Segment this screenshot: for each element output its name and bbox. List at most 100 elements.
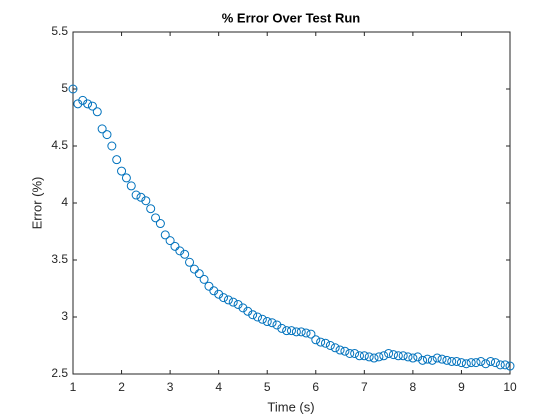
- point: [369, 353, 379, 363]
- point: [403, 352, 413, 362]
- point: [175, 246, 185, 256]
- x-tick-label: 8: [410, 380, 417, 394]
- point: [282, 326, 292, 336]
- point: [117, 166, 127, 176]
- point: [189, 264, 199, 274]
- point: [267, 318, 277, 328]
- y-tick-label: 4: [61, 195, 68, 209]
- point: [364, 352, 374, 362]
- y-axis-label: Error (%): [29, 177, 44, 230]
- point: [413, 352, 423, 362]
- x-tick-label: 3: [167, 380, 174, 394]
- chart-title: % Error Over Test Run: [222, 10, 361, 25]
- point: [214, 289, 224, 299]
- point: [185, 257, 195, 267]
- point: [481, 359, 491, 369]
- point: [320, 338, 330, 348]
- point: [262, 317, 272, 327]
- point: [243, 306, 253, 316]
- point: [141, 196, 151, 206]
- point: [408, 353, 418, 363]
- point: [437, 354, 447, 364]
- point: [427, 355, 437, 365]
- point: [73, 99, 83, 109]
- point: [248, 310, 258, 320]
- point: [272, 320, 282, 330]
- point: [219, 293, 229, 303]
- point: [495, 360, 505, 370]
- point: [447, 356, 457, 366]
- point: [121, 173, 131, 183]
- point: [131, 190, 141, 200]
- x-tick-label: 5: [264, 380, 271, 394]
- y-tick-label: 4.5: [51, 138, 68, 152]
- point: [311, 335, 321, 345]
- point: [253, 312, 263, 322]
- point: [330, 343, 340, 353]
- point: [350, 348, 360, 358]
- axes-box: [72, 31, 511, 375]
- point: [335, 345, 345, 355]
- point: [379, 351, 389, 361]
- point: [471, 358, 481, 368]
- point: [301, 328, 311, 338]
- y-tick-label: 5: [61, 81, 68, 95]
- point: [238, 303, 248, 313]
- point: [442, 355, 452, 365]
- point: [452, 356, 462, 366]
- point: [155, 219, 165, 229]
- y-tick-label: 3.5: [51, 252, 68, 266]
- point: [92, 107, 102, 117]
- point: [384, 348, 394, 358]
- y-tick-label: 5.5: [51, 24, 68, 38]
- point: [165, 236, 175, 246]
- point: [466, 358, 476, 368]
- point: [78, 95, 88, 105]
- point: [398, 351, 408, 361]
- point: [345, 348, 355, 358]
- x-tick-label: 6: [312, 380, 319, 394]
- point: [486, 356, 496, 366]
- point: [340, 346, 350, 356]
- point: [257, 314, 267, 324]
- point: [422, 354, 432, 364]
- point: [97, 124, 107, 134]
- point: [223, 295, 233, 305]
- point: [505, 361, 515, 371]
- point: [418, 355, 428, 365]
- point: [233, 299, 243, 309]
- x-tick-label: 10: [503, 380, 517, 394]
- point: [277, 323, 287, 333]
- point: [83, 99, 93, 109]
- x-tick-label: 2: [118, 380, 125, 394]
- point: [287, 326, 296, 336]
- point: [112, 155, 122, 165]
- x-tick-label: 4: [215, 380, 222, 394]
- point: [432, 353, 442, 363]
- x-axis-label: Time (s): [267, 399, 314, 414]
- point: [388, 350, 398, 360]
- point: [194, 269, 204, 279]
- point: [296, 327, 306, 337]
- point: [170, 241, 180, 251]
- point: [107, 141, 117, 151]
- point: [160, 230, 170, 240]
- x-tick-label: 9: [458, 380, 465, 394]
- point: [228, 297, 238, 307]
- point: [204, 281, 214, 291]
- point: [306, 329, 316, 339]
- point: [374, 352, 384, 362]
- point: [476, 356, 486, 366]
- point: [461, 359, 471, 369]
- point: [490, 358, 500, 368]
- y-tick-label: 3: [61, 309, 68, 323]
- point: [354, 351, 364, 361]
- point: [500, 360, 510, 370]
- point: [199, 274, 209, 284]
- point: [126, 181, 136, 191]
- point: [456, 358, 466, 368]
- point: [291, 327, 301, 337]
- point: [151, 213, 161, 223]
